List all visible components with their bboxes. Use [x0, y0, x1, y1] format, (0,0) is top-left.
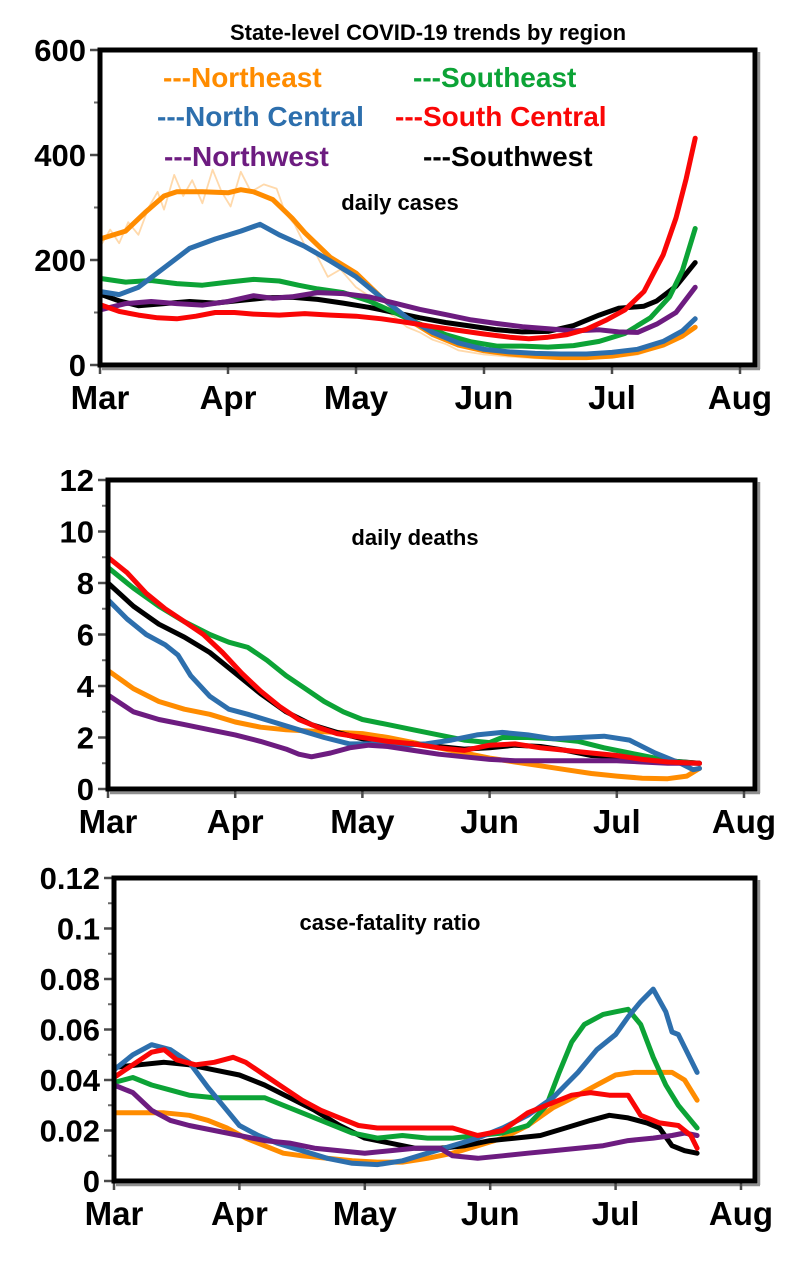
x-tick-label: Aug [712, 803, 776, 840]
legend-item-southwest: ---Southwest [423, 141, 593, 172]
x-tick-label: Jul [588, 379, 636, 416]
series-north-central [97, 221, 698, 357]
x-tick-label: Jun [460, 803, 519, 840]
series-southeast [105, 565, 702, 766]
panel-case-fatality-ratio: 0 0.02 0.04 0.06 0.08 0.1 0.12 Mar Apr May Jun Jul A… [40, 861, 773, 1232]
series-northwest [111, 1082, 700, 1161]
y-tick-label: 600 [34, 33, 86, 68]
x-tick-label: Aug [708, 379, 772, 416]
series-south-central [97, 135, 698, 342]
y-tick-label: 6 [77, 618, 94, 653]
panel-daily-deaths: 0 2 4 6 8 10 12 Mar Apr May Jun Jul Aug daily deaths [60, 463, 777, 840]
legend-dash: --- [157, 101, 185, 132]
legend-item-south-central: ---South Central [395, 101, 607, 132]
y-tick-label: 0 [83, 1164, 100, 1199]
legend-label: Southwest [451, 141, 593, 172]
legend-label: Northwest [192, 141, 329, 172]
y-tick-label: 400 [34, 138, 86, 173]
x-tick-label: Mar [71, 379, 130, 416]
y-tick-label: 0.08 [40, 962, 100, 997]
x-tick-label: May [324, 379, 389, 416]
series-south-central [105, 554, 702, 766]
legend-dash: --- [413, 62, 441, 93]
y-tick-label: 0 [69, 348, 86, 383]
x-tick-label: Apr [207, 803, 264, 840]
legend-label: Northeast [191, 62, 322, 93]
legend-label: North Central [185, 101, 364, 132]
x-tick-label: Jun [455, 379, 514, 416]
legend-dash: --- [423, 141, 451, 172]
x-tick-label: Jul [592, 1195, 640, 1232]
x-tick-label: Jul [593, 803, 641, 840]
legend-dash: --- [395, 101, 423, 132]
plot-area-daily-deaths: 0 2 4 6 8 10 12 Mar Apr May Jun Jul Aug [60, 463, 777, 840]
x-tick-label: May [333, 1195, 398, 1232]
y-tick-label: 0.02 [40, 1114, 100, 1149]
x-tick-label: Mar [79, 803, 138, 840]
legend-item-northwest: ---Northwest [164, 141, 329, 172]
y-tick-label: 2 [77, 721, 94, 756]
legend-item-northeast: ---Northeast [163, 62, 322, 93]
y-tick-label: 0 [77, 772, 94, 807]
legend-item-north-central: ---North Central [157, 101, 364, 132]
y-tick-label: 12 [60, 463, 94, 498]
legend-label: South Central [423, 101, 607, 132]
plot-area-case-fatality-ratio: 0 0.02 0.04 0.06 0.08 0.1 0.12 Mar Apr May Jun Jul A… [40, 861, 773, 1232]
plot-frame [97, 47, 758, 368]
x-tick-label: May [330, 803, 395, 840]
series-northeast [111, 1069, 700, 1165]
y-tick-label: 200 [34, 243, 86, 278]
panel-label-daily-cases: daily cases [341, 190, 458, 215]
x-tick-label: Mar [85, 1195, 144, 1232]
panel-label-case-fatality-ratio: case-fatality ratio [300, 910, 481, 935]
y-tick-label: 4 [77, 669, 95, 704]
legend-item-southeast: ---Southeast [413, 62, 576, 93]
legend: ---Northeast ---Southeast ---North Centr… [157, 62, 607, 172]
y-tick-label: 0.06 [40, 1013, 100, 1048]
y-tick-label: 0.12 [40, 861, 100, 896]
legend-label: Southeast [441, 62, 576, 93]
panel-daily-cases: State-level COVID-19 trends by region 0 2… [34, 20, 772, 416]
series-northwest [105, 692, 702, 766]
x-tick-label: Jun [461, 1195, 520, 1232]
legend-dash: --- [163, 62, 191, 93]
plot-frame [111, 875, 758, 1184]
x-tick-label: Apr [211, 1195, 268, 1232]
y-tick-label: 0.04 [40, 1063, 101, 1098]
panel-label-daily-deaths: daily deaths [351, 525, 478, 550]
y-tick-label: 10 [60, 515, 94, 550]
x-tick-label: Aug [709, 1195, 773, 1232]
plot-area-daily-cases: 0 200 400 600 Mar Apr May Jun Jul Aug [34, 33, 772, 416]
chart-title: State-level COVID-19 trends by region [230, 20, 626, 45]
series-south-central [111, 1047, 700, 1151]
plot-frame [105, 477, 758, 792]
series-northwest [97, 284, 698, 335]
x-tick-label: Apr [200, 379, 257, 416]
y-tick-label: 8 [77, 566, 94, 601]
y-tick-label: 0.1 [57, 912, 100, 947]
legend-dash: --- [164, 141, 192, 172]
